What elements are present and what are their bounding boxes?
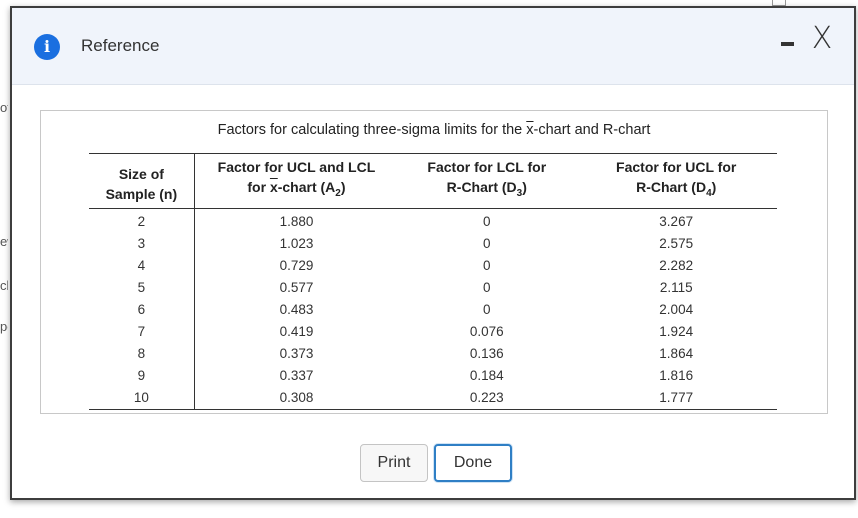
cell-d3: 0 <box>483 213 491 229</box>
header-sample-size: Size of Sample (n) <box>89 153 195 209</box>
close-icon: X <box>811 21 833 56</box>
header-line: for x-chart (A2) <box>199 177 394 204</box>
cell-a2: 0.308 <box>194 386 399 410</box>
cell-a2: 0.577 <box>279 279 314 295</box>
caption-xbar: x <box>526 122 534 138</box>
header-subscript: 2 <box>335 187 341 199</box>
caption-text: -chart and R-chart <box>533 122 651 138</box>
header-line: Sample (n) <box>105 185 178 202</box>
done-button[interactable]: Done <box>434 444 512 482</box>
cell-a2: 0.373 <box>279 345 314 361</box>
info-icon: i <box>34 34 60 60</box>
header-text: R-Chart (D <box>636 179 707 195</box>
print-button[interactable]: Print <box>360 444 428 482</box>
header-line: R-Chart (D4) <box>579 177 773 204</box>
factors-table: Size of Sample (n) Factor for UCL and LC… <box>89 153 777 410</box>
header-text: for <box>247 179 270 195</box>
cell-a2: 0.729 <box>279 257 314 273</box>
header-d4: Factor for UCL for R-Chart (D4) <box>575 153 777 209</box>
header-subscript: 3 <box>516 187 523 199</box>
caption-text: Factors for calculating three-sigma limi… <box>217 122 527 138</box>
cell-a2: 0.483 <box>279 301 314 317</box>
table-row: 10 0.308 0.223 1.777 <box>89 386 777 410</box>
cell-sample-size: 3 <box>89 232 195 255</box>
header-line: Factor for LCL for <box>427 159 547 175</box>
cell-d4: 2.575 <box>659 235 694 251</box>
cell-sample-size: 2 <box>89 208 195 233</box>
cell-a2: 1.023 <box>279 235 314 251</box>
table-row: 5 0.577 0 2.115 <box>89 276 777 299</box>
header-a2: Factor for UCL and LCL for x-chart (A2) <box>194 153 399 209</box>
cell-d4: 2.115 <box>659 279 693 295</box>
table-row: 7 0.419 0.076 1.924 <box>89 320 777 343</box>
cell-d3: 0.184 <box>469 367 504 383</box>
table-row: 8 0.373 0.136 1.864 <box>89 342 777 365</box>
table-row: 6 0.483 0 2.004 <box>89 298 777 321</box>
table-header-row: Size of Sample (n) Factor for UCL and LC… <box>89 153 777 209</box>
header-line: Factor for UCL for <box>616 159 737 175</box>
minimize-button[interactable] <box>779 31 797 53</box>
dialog-content: Factors for calculating three-sigma limi… <box>40 110 828 414</box>
table-caption: Factors for calculating three-sigma limi… <box>41 122 827 138</box>
cell-sample-size: 7 <box>89 320 195 343</box>
cell-sample-size: 5 <box>89 276 195 299</box>
cell-d3: 0.136 <box>469 345 504 361</box>
background-text-fragment: pe <box>0 319 8 334</box>
header-subscript: 4 <box>706 187 712 199</box>
table-row: 2 1.880 0 3.267 <box>89 208 777 233</box>
cell-a2: 1.880 <box>279 213 314 229</box>
header-d3: Factor for LCL for R-Chart (D3) <box>398 153 576 209</box>
cell-d3: 0 <box>483 235 491 251</box>
header-line: Factor for UCL and LCL <box>217 159 376 175</box>
cell-d3: 0 <box>483 301 491 317</box>
table-row: 9 0.337 0.184 1.816 <box>89 364 777 387</box>
table-row: 3 1.023 0 2.575 <box>89 232 777 255</box>
header-text: -chart (A <box>277 179 336 195</box>
cell-d4: 2.004 <box>659 301 694 317</box>
cell-d3: 0 <box>483 257 491 273</box>
cell-d4: 2.282 <box>659 257 694 273</box>
reference-dialog: i Reference X Factors for calculating th… <box>10 6 856 500</box>
cell-d4: 1.777 <box>575 386 777 410</box>
cell-a2: 0.337 <box>279 367 314 383</box>
cell-sample-size: 9 <box>89 364 195 387</box>
close-button[interactable]: X <box>809 22 835 56</box>
background-text-fragment: ew <box>0 234 8 249</box>
dialog-title: Reference <box>81 36 160 55</box>
header-text: R-Chart (D <box>446 179 517 195</box>
cell-d4: 1.924 <box>659 323 694 339</box>
cell-a2: 0.419 <box>279 323 314 339</box>
cell-sample-size: 8 <box>89 342 195 365</box>
cell-sample-size: 6 <box>89 298 195 321</box>
cell-d3: 0.223 <box>398 386 576 410</box>
header-line: R-Chart (D3) <box>402 177 571 204</box>
cell-sample-size: 10 <box>89 386 195 410</box>
cell-d4: 1.816 <box>659 367 694 383</box>
cell-d3: 0 <box>483 279 491 295</box>
cell-sample-size: 4 <box>89 254 195 277</box>
background-text-fragment: of <box>0 100 8 115</box>
background-window-corner <box>772 0 786 6</box>
dialog-titlebar: i Reference X <box>12 8 854 85</box>
cell-d3: 0.076 <box>469 323 504 339</box>
header-line: Size of <box>118 165 164 182</box>
header-text: ) <box>340 179 346 195</box>
header-text: ) <box>522 179 527 195</box>
header-text: ) <box>711 179 717 195</box>
background-text-fragment: cl <box>0 278 8 293</box>
header-xbar: x <box>269 179 278 195</box>
cell-d4: 3.267 <box>659 213 694 229</box>
cell-d4: 1.864 <box>659 345 694 361</box>
table-row: 4 0.729 0 2.282 <box>89 254 777 277</box>
